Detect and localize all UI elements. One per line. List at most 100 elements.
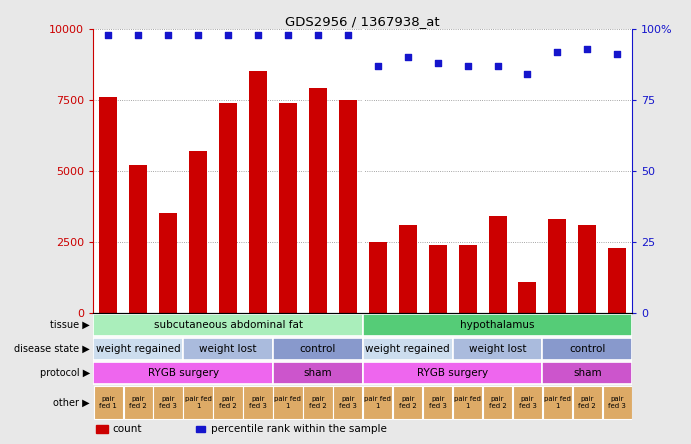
Bar [489, 216, 507, 313]
Bar [129, 165, 147, 313]
Bar [124, 386, 153, 419]
Text: pair
fed 3: pair fed 3 [608, 396, 626, 409]
Bar [243, 386, 273, 419]
Bar [513, 386, 542, 419]
Text: weight regained: weight regained [366, 344, 450, 354]
Bar [219, 103, 237, 313]
Text: weight lost: weight lost [468, 344, 527, 354]
Bar [453, 338, 542, 360]
Text: count: count [112, 424, 142, 434]
Bar [542, 362, 632, 384]
Bar [93, 314, 363, 336]
Bar [93, 386, 123, 419]
Bar [542, 338, 632, 360]
Bar [578, 225, 596, 313]
Bar [100, 97, 117, 313]
Bar [363, 386, 392, 419]
Point [103, 31, 114, 38]
Bar [196, 426, 205, 432]
Text: RYGB surgery: RYGB surgery [417, 368, 488, 378]
Bar [369, 242, 387, 313]
Text: other ▶: other ▶ [53, 397, 90, 408]
Text: pair fed
1: pair fed 1 [544, 396, 571, 409]
Bar [542, 386, 572, 419]
Bar [518, 281, 536, 313]
Text: pair
fed 3: pair fed 3 [518, 396, 536, 409]
Bar [303, 386, 332, 419]
Point [432, 59, 443, 67]
Text: disease state ▶: disease state ▶ [14, 344, 90, 354]
Bar [428, 245, 446, 313]
Title: GDS2956 / 1367938_at: GDS2956 / 1367938_at [285, 15, 440, 28]
Bar [423, 386, 453, 419]
Point [252, 31, 263, 38]
Text: subcutaneous abdominal fat: subcutaneous abdominal fat [153, 320, 303, 330]
Bar [399, 225, 417, 313]
Text: control: control [569, 344, 605, 354]
Text: pair fed
1: pair fed 1 [364, 396, 391, 409]
Bar [453, 386, 482, 419]
Text: pair
fed 2: pair fed 2 [399, 396, 417, 409]
Bar [249, 71, 267, 313]
Point [342, 31, 353, 38]
Text: pair
fed 2: pair fed 2 [309, 396, 327, 409]
Text: pair fed
1: pair fed 1 [184, 396, 211, 409]
Text: hypothalamus: hypothalamus [460, 320, 535, 330]
Point [162, 31, 173, 38]
Bar [483, 386, 512, 419]
Bar [363, 314, 632, 336]
Bar [189, 151, 207, 313]
Point [522, 71, 533, 78]
Bar [549, 219, 567, 313]
Point [402, 54, 413, 61]
Text: weight lost: weight lost [199, 344, 257, 354]
Point [223, 31, 234, 38]
Bar [393, 386, 422, 419]
Bar [153, 386, 183, 419]
Bar [273, 338, 363, 360]
Bar [333, 386, 363, 419]
Point [462, 62, 473, 69]
Text: pair
fed 2: pair fed 2 [489, 396, 507, 409]
Text: pair fed
1: pair fed 1 [274, 396, 301, 409]
Point [133, 31, 144, 38]
Point [492, 62, 503, 69]
Bar [363, 338, 453, 360]
Bar [608, 248, 626, 313]
Point [372, 62, 384, 69]
Text: pair
fed 3: pair fed 3 [428, 396, 446, 409]
Point [312, 31, 323, 38]
Bar [309, 88, 327, 313]
Bar [573, 386, 602, 419]
Bar [363, 362, 542, 384]
Bar [93, 362, 273, 384]
Bar [603, 386, 632, 419]
Bar [183, 386, 213, 419]
Bar [273, 362, 363, 384]
Bar [214, 386, 243, 419]
Text: control: control [300, 344, 336, 354]
Bar [279, 103, 297, 313]
Point [582, 45, 593, 52]
Bar [459, 245, 477, 313]
Point [552, 48, 563, 55]
Bar [159, 214, 177, 313]
Text: percentile rank within the sample: percentile rank within the sample [211, 424, 387, 434]
Bar [183, 338, 273, 360]
Bar [339, 100, 357, 313]
Text: pair
fed 3: pair fed 3 [159, 396, 177, 409]
Text: weight regained: weight regained [96, 344, 180, 354]
Text: sham: sham [303, 368, 332, 378]
Bar [96, 425, 108, 433]
Text: pair
fed 2: pair fed 2 [129, 396, 147, 409]
Text: pair fed
1: pair fed 1 [454, 396, 481, 409]
Text: protocol ▶: protocol ▶ [39, 368, 90, 378]
Text: pair
fed 1: pair fed 1 [100, 396, 117, 409]
Text: pair
fed 3: pair fed 3 [249, 396, 267, 409]
Bar [273, 386, 303, 419]
Text: tissue ▶: tissue ▶ [50, 320, 90, 330]
Bar [93, 338, 183, 360]
Point [283, 31, 294, 38]
Text: RYGB surgery: RYGB surgery [148, 368, 218, 378]
Text: sham: sham [573, 368, 602, 378]
